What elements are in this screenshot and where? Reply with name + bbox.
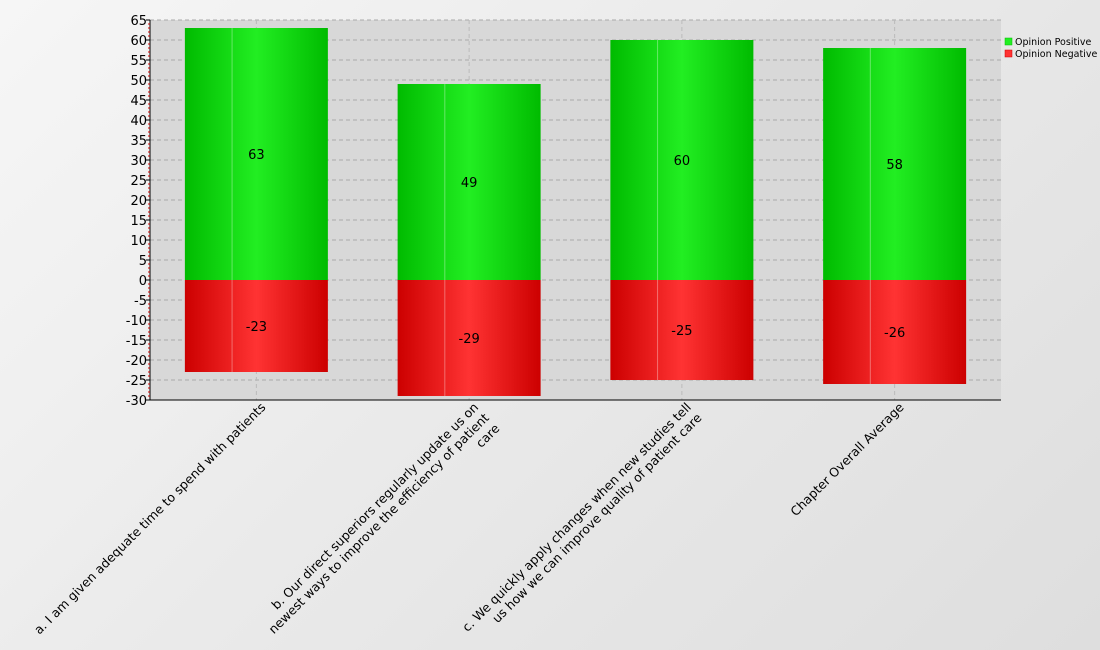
y-tick-label: -10 xyxy=(126,314,147,329)
y-tick-label: 35 xyxy=(130,134,147,149)
y-tick-label: 25 xyxy=(130,174,147,189)
y-tick-label: 65 xyxy=(130,14,147,29)
legend-label: Opinion Negative xyxy=(1015,49,1097,60)
data-label: 60 xyxy=(674,154,691,169)
data-label: -23 xyxy=(246,320,267,335)
y-tick-label: 45 xyxy=(130,94,147,109)
data-label: -29 xyxy=(459,332,480,347)
x-category-label-line: us how we can improve quality of patient… xyxy=(489,410,705,626)
y-tick-label: 20 xyxy=(130,194,147,209)
data-label: -25 xyxy=(671,324,692,339)
y-tick-label: 50 xyxy=(130,74,147,89)
y-tick-label: 10 xyxy=(130,234,147,249)
y-tick-label: -15 xyxy=(126,334,147,349)
bar-positive xyxy=(823,48,967,280)
x-category-label: a. I am given adequate time to spend wit… xyxy=(31,400,269,638)
data-label: -26 xyxy=(884,326,905,341)
data-label: 63 xyxy=(248,148,265,163)
bar-negative xyxy=(610,280,754,380)
bar-positive xyxy=(610,40,754,280)
bar-positive xyxy=(397,84,541,280)
legend-swatch xyxy=(1004,37,1013,46)
y-tick-label: 40 xyxy=(130,114,147,129)
x-category-label: Chapter Overall Average xyxy=(787,399,907,519)
data-label: 58 xyxy=(886,158,903,173)
x-category-label: b. Our direct superiors regularly update… xyxy=(265,400,502,637)
bar-negative xyxy=(397,280,541,396)
y-tick-label: -30 xyxy=(126,394,147,409)
y-tick-label: 15 xyxy=(130,214,147,229)
x-category-label-line: newest ways to improve the efficiency of… xyxy=(265,410,492,637)
bar-positive xyxy=(184,28,328,280)
legend-swatch xyxy=(1004,49,1013,58)
y-tick-label: 55 xyxy=(130,54,147,69)
y-tick-label: -5 xyxy=(134,294,147,309)
y-tick-label: 60 xyxy=(130,34,147,49)
bar-negative xyxy=(823,280,967,384)
y-tick-label: 30 xyxy=(130,154,147,169)
bar-negative xyxy=(184,280,328,372)
x-category-label-line: b. Our direct superiors regularly update… xyxy=(268,400,481,613)
y-tick-label: 5 xyxy=(139,254,147,269)
y-tick-label: -25 xyxy=(126,374,147,389)
legend-label: Opinion Positive xyxy=(1015,37,1091,48)
x-category-label-line: Chapter Overall Average xyxy=(787,399,907,519)
y-tick-label: -20 xyxy=(126,354,147,369)
data-label: 49 xyxy=(461,176,478,191)
y-tick-label: 0 xyxy=(139,274,147,289)
x-category-label-line: a. I am given adequate time to spend wit… xyxy=(31,400,269,638)
